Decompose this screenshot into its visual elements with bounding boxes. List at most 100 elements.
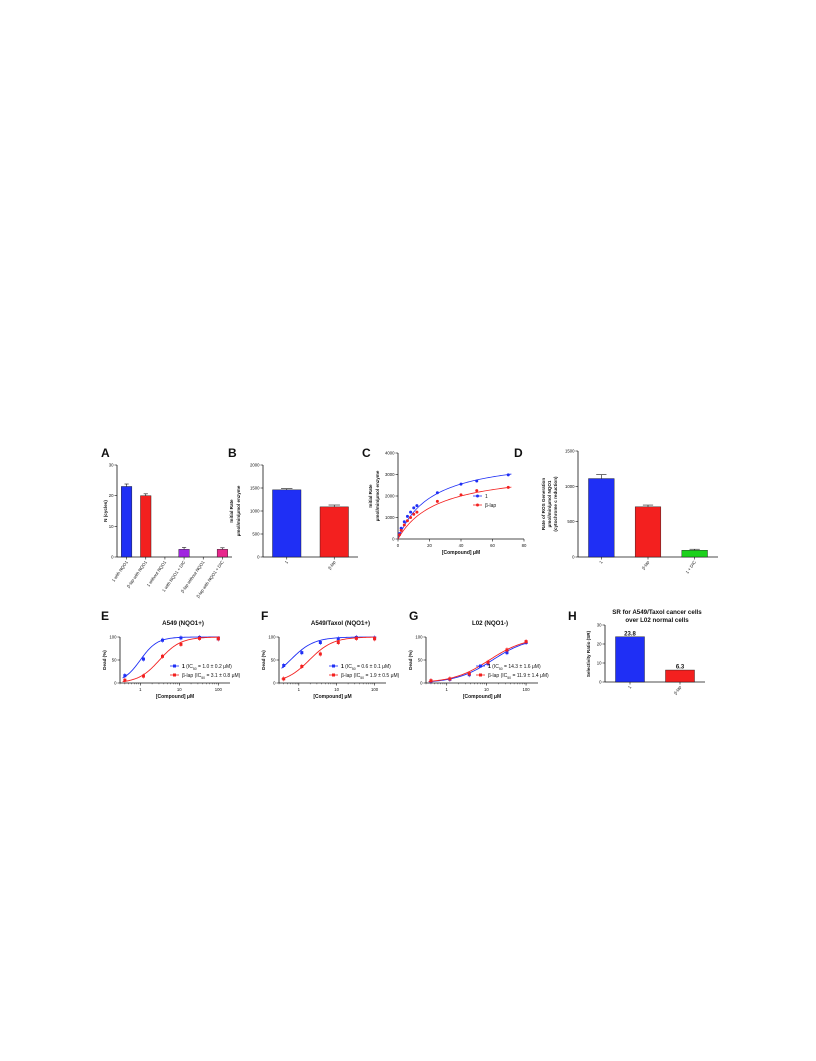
panel-f-legend-label-part: β-lap — [341, 673, 352, 679]
panel-e-data-point — [123, 678, 127, 682]
panel-h-x-tick-label: β-lap — [673, 684, 683, 695]
panel-h-y-tick-label: 20 — [597, 642, 602, 647]
panel-g-legend-marker — [479, 664, 482, 668]
panel-e-legend-label-part: = 3.1 ± 0.8 μM) — [205, 673, 241, 679]
panel-g-legend-label-part: 50 — [499, 667, 503, 671]
panel-b-x-tick-label: 1 — [284, 559, 290, 564]
panel-c-y-tick-label: 1000 — [385, 515, 395, 520]
panel-g-data-point — [505, 651, 509, 655]
panel-f-data-point — [282, 677, 286, 681]
panel-a-y-tick-label: 10 — [109, 524, 114, 529]
panel-f-legend-label-part: 50 — [360, 676, 364, 680]
panel-g-legend-label-part: 1 — [488, 664, 491, 670]
panel-e-data-point — [216, 637, 220, 641]
panel-a-y-tick-label: 20 — [109, 493, 114, 498]
panel-a-x-tick-label: 1 without NQO1 — [146, 559, 168, 587]
panel-e-legend-label-part: = 1.0 ± 0.2 μM) — [197, 664, 233, 670]
panel-b-y-axis-label: Initial Rate — [229, 499, 234, 523]
panel-c-data-point — [475, 489, 479, 493]
panel-g-data-point — [467, 672, 471, 676]
panel-d-y-axis-label: Rate of ROS Generation — [541, 478, 546, 531]
panel-d-y-tick-label: 0 — [572, 555, 575, 560]
panel-f-fit-curve — [281, 636, 377, 680]
panel-g-legend-marker — [479, 673, 482, 677]
panel-e-legend-label-part: 1 — [182, 664, 185, 670]
panel-e-data-point — [141, 657, 145, 661]
panel-e-x-tick-label: 10 — [177, 687, 182, 692]
panel-d-bar — [588, 478, 615, 558]
panel-d-bar — [634, 506, 662, 558]
panel-g-y-tick-label: 50 — [418, 658, 423, 663]
panel-f-legend-label-part: (IC — [344, 664, 352, 670]
panel-f-data-point — [373, 637, 377, 641]
panel-a-bar — [121, 486, 133, 558]
panel-e-legend-label-part: 50 — [193, 667, 197, 671]
panel-e-legend-label-part: (IC — [193, 673, 201, 679]
panel-g-data-point — [524, 640, 528, 644]
panel-e-y-tick-label: 100 — [109, 635, 117, 640]
panel-e-y-tick-label: 0 — [114, 681, 117, 686]
panel-b-y-tick-label: 1000 — [250, 509, 260, 514]
panel-e-data-point — [198, 636, 202, 640]
panel-e-y-axis-label: Dead (%) — [102, 650, 107, 670]
panel-g-fit-curve — [428, 642, 528, 683]
panel-d-y-axis-label-3: (cytochrome c reduction) — [553, 476, 558, 532]
panel-c-data-point — [415, 510, 419, 514]
panel-g-data-point — [505, 648, 509, 652]
panel-f-legend-label-part: = 1.9 ± 0.5 μM) — [364, 673, 400, 679]
panel-f-fit-curve — [281, 636, 377, 669]
panel-d-x-tick-label: 1 + DIC — [684, 560, 697, 575]
panel-g-data-point — [429, 679, 433, 683]
panel-h-bar — [665, 669, 695, 683]
panel-f-x-tick-label: 1 — [298, 687, 301, 692]
panel-c-data-point — [459, 493, 463, 497]
panel-c-legend-label: 1 — [485, 494, 488, 500]
panel-f-legend-label-part: 50 — [352, 667, 356, 671]
panel-d-y-axis-label-2: μmol/min/μmol NQO1 — [547, 480, 552, 527]
panel-g-y-axis-label: Dead (%) — [408, 650, 413, 670]
panel-g-y-tick-label: 0 — [420, 681, 423, 686]
panel-c-data-point — [399, 526, 403, 530]
panel-c-data-point — [409, 516, 413, 519]
panel-a-y-axis-label: N (cycles) — [103, 500, 108, 522]
panel-h-data-label: 23.8 — [624, 631, 636, 637]
panel-c-data-point — [459, 482, 463, 486]
panel-a-x-tick-label: 1 with NQO1 — [111, 559, 130, 583]
panel-c-y-tick-label: 2000 — [385, 494, 395, 499]
panel-c-x-tick-label: 20 — [427, 543, 432, 548]
panel-c-legend-marker — [476, 494, 479, 498]
panel-h-title: SR for A549/Taxol cancer cells — [612, 609, 702, 616]
panel-f-y-axis-label: Dead (%) — [261, 650, 266, 670]
panel-e-legend-marker — [173, 673, 176, 677]
panel-e-legend-label: 1 (IC50 = 1.0 ± 0.2 μM) — [182, 664, 232, 671]
panel-f-y-tick-label: 100 — [268, 635, 276, 640]
panel-g-title: L02 (NQO1-) — [472, 620, 508, 627]
panel-g-x-tick-label: 1 — [446, 687, 449, 692]
panel-c-data-point — [405, 514, 409, 518]
panel-f-legend-label: 1 (IC50 = 0.6 ± 0.1 μM) — [341, 664, 391, 671]
panel-c-data-point — [435, 491, 439, 495]
panel-e-legend-marker — [173, 664, 176, 668]
panel-h-bar — [615, 636, 645, 683]
panel-b-y-tick-label: 2000 — [250, 463, 260, 468]
panel-label-g: G — [409, 609, 418, 623]
panel-e-legend-label-part: β-lap — [182, 673, 193, 679]
panel-c-data-point — [506, 473, 510, 477]
panel-d-x-tick-label: β-lap — [641, 559, 651, 570]
panel-g-fit-curve — [428, 641, 528, 682]
panel-label-h: H — [568, 609, 577, 623]
panel-d-bar — [681, 550, 708, 558]
panel-g-legend-label-part: β-lap — [488, 673, 499, 679]
panel-a-y-tick-label: 30 — [109, 463, 114, 468]
panel-d-x-tick-label: 1 — [598, 559, 604, 564]
panel-e-data-point — [179, 642, 183, 646]
panel-b-y-axis-label-2: μmol/min/μmol enzyme — [236, 485, 241, 536]
panel-c-y-axis-label: Initial Rate — [368, 484, 373, 508]
panel-e-legend-label-part: (IC — [185, 664, 193, 670]
panel-f-legend-label: β-lap (IC50 = 1.9 ± 0.5 μM) — [341, 673, 400, 680]
panel-c-data-point — [399, 528, 403, 532]
panel-c-x-tick-label: 0 — [397, 543, 400, 548]
panel-f-x-axis-label: [Compound] μM — [313, 694, 351, 700]
